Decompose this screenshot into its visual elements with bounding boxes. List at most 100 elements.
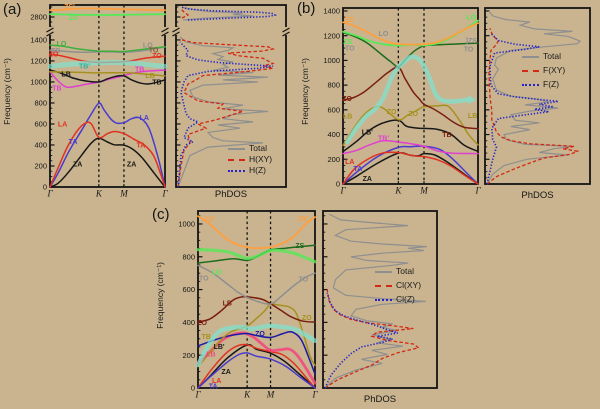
band-LA [49, 121, 166, 188]
band-TO [197, 264, 316, 305]
legend-entry-Cl(XY): Cl(XY) [375, 280, 421, 294]
ytick-label: 0 [336, 180, 340, 189]
kpoint-label: M [266, 390, 275, 400]
legend-entry-Cl(Z): Cl(Z) [375, 294, 421, 308]
band-label: LO [57, 41, 67, 48]
dos-curve-Cl(Z) [324, 292, 399, 389]
band-label: LA [212, 378, 221, 385]
ytick-label: 600 [182, 285, 195, 294]
ytick-label: 2800 [30, 13, 47, 22]
ytick-label: 1000 [30, 78, 47, 87]
kpoint-label: M [419, 186, 428, 196]
dos-curve-H(Z)-upper [180, 6, 277, 21]
kpoint-label: K [394, 186, 402, 196]
band-label: LB [61, 72, 70, 79]
dos-curve-H(XY)-upper [180, 8, 190, 19]
dos-curve-Total [324, 213, 427, 389]
ytick-label: 1000 [178, 220, 195, 229]
band-ZS' [342, 21, 479, 46]
band-label: TO [199, 276, 209, 283]
ytick-label: 800 [182, 252, 195, 261]
band-label: ZS' [204, 217, 215, 224]
band-label: LB' [214, 344, 225, 351]
band-label: LO [466, 15, 476, 22]
band-LA [342, 151, 479, 185]
legend-line-sample [522, 83, 539, 86]
band-label: LA [140, 115, 149, 122]
panel-b: 0 200 400 600 800 1000 1200 1400 Γ K M Γ ZS' LO LO ZS]Z… [323, 7, 591, 196]
band-ZS' [197, 215, 316, 250]
legend-line-sample [375, 298, 392, 301]
dos-curve-Total-upper [182, 6, 254, 21]
ytick-label: 0 [43, 183, 47, 192]
band-label: ZA [221, 369, 230, 376]
band-label: ZS [343, 39, 352, 46]
band-label: ZA [363, 176, 372, 183]
band-LB-pink [196, 331, 317, 385]
dos-curve-F(XY) [486, 28, 580, 185]
band-label: ZS' [64, 4, 75, 11]
band-label: LB [468, 113, 477, 120]
band-label: LO [143, 43, 153, 50]
band-label: LO [379, 31, 389, 38]
kpoint-label: Γ [339, 186, 346, 196]
band-label: ZS' [298, 216, 309, 223]
band-label: ZA [127, 161, 136, 168]
band-label: ZS [295, 243, 304, 250]
legend-line-sample [522, 69, 539, 72]
panel-b-legend: Total F(XY) F(Z) [522, 51, 565, 93]
band-LB-maroon [197, 295, 316, 323]
band-TB-2 [49, 69, 166, 85]
dos-curve-F(Z) [486, 32, 559, 185]
dos-curve-Cl(XY) [324, 289, 421, 389]
band-label: ZO [408, 111, 418, 118]
legend-entry-Total: Total [522, 51, 565, 65]
band-label: TO [51, 48, 61, 55]
dos-curve-H(Z) [177, 41, 274, 188]
band-label: TB [202, 334, 211, 341]
band-TB' [47, 59, 168, 69]
band-label: TA [353, 166, 362, 173]
ytick-label: 1200 [323, 31, 340, 40]
legend-entry-F(XY): F(XY) [522, 65, 565, 79]
band-label: TO [298, 277, 308, 284]
kpoint-label: Γ [474, 186, 481, 196]
band-label: LB [343, 114, 352, 121]
legend-line-sample [375, 270, 392, 273]
ytick-label: 0 [191, 384, 195, 393]
band-ZA [49, 137, 166, 188]
legend-label: H(Z) [249, 165, 266, 175]
band-label: ]ZS [466, 38, 478, 45]
kpoint-label: K [243, 390, 251, 400]
band-LB [342, 104, 479, 147]
band-label: TB [135, 67, 144, 74]
legend-line-sample [228, 169, 245, 172]
band-label: LB [223, 300, 232, 307]
band-label: LB' [362, 129, 373, 136]
band-LA [197, 343, 316, 389]
ytick-label: 1000 [323, 56, 340, 65]
ytick-label: 200 [327, 155, 340, 164]
band-label: ZO [387, 109, 397, 116]
legend-entry-H(XY): H(XY) [228, 154, 272, 165]
ytick-label: 800 [34, 99, 47, 108]
ytick-label: 1400 [323, 7, 340, 16]
band-label: LA [58, 122, 67, 129]
ytick-label: 600 [327, 105, 340, 114]
band-label: LB [145, 73, 154, 80]
panel-a-legend: Total H(XY) H(Z) [228, 143, 272, 176]
legend-label: F(Z) [543, 79, 560, 89]
band-ZS [49, 13, 166, 16]
band-TA [49, 102, 166, 188]
ytick-label: 400 [34, 141, 47, 150]
band-TA [342, 145, 479, 185]
band-TO [342, 31, 479, 68]
panel-a: 0 200 400 600 800 1000 1200 1400 2800 Γ K M Γ ZS' ZS LO… [30, 4, 290, 199]
band-label: ZO [342, 96, 352, 103]
panel-c-phdos-label: PhDOS [363, 394, 397, 405]
band-ZO-navy [197, 330, 316, 375]
band-label: TB [52, 85, 61, 92]
ytick-label: 1400 [30, 36, 47, 45]
band-label: TB' [378, 135, 389, 142]
